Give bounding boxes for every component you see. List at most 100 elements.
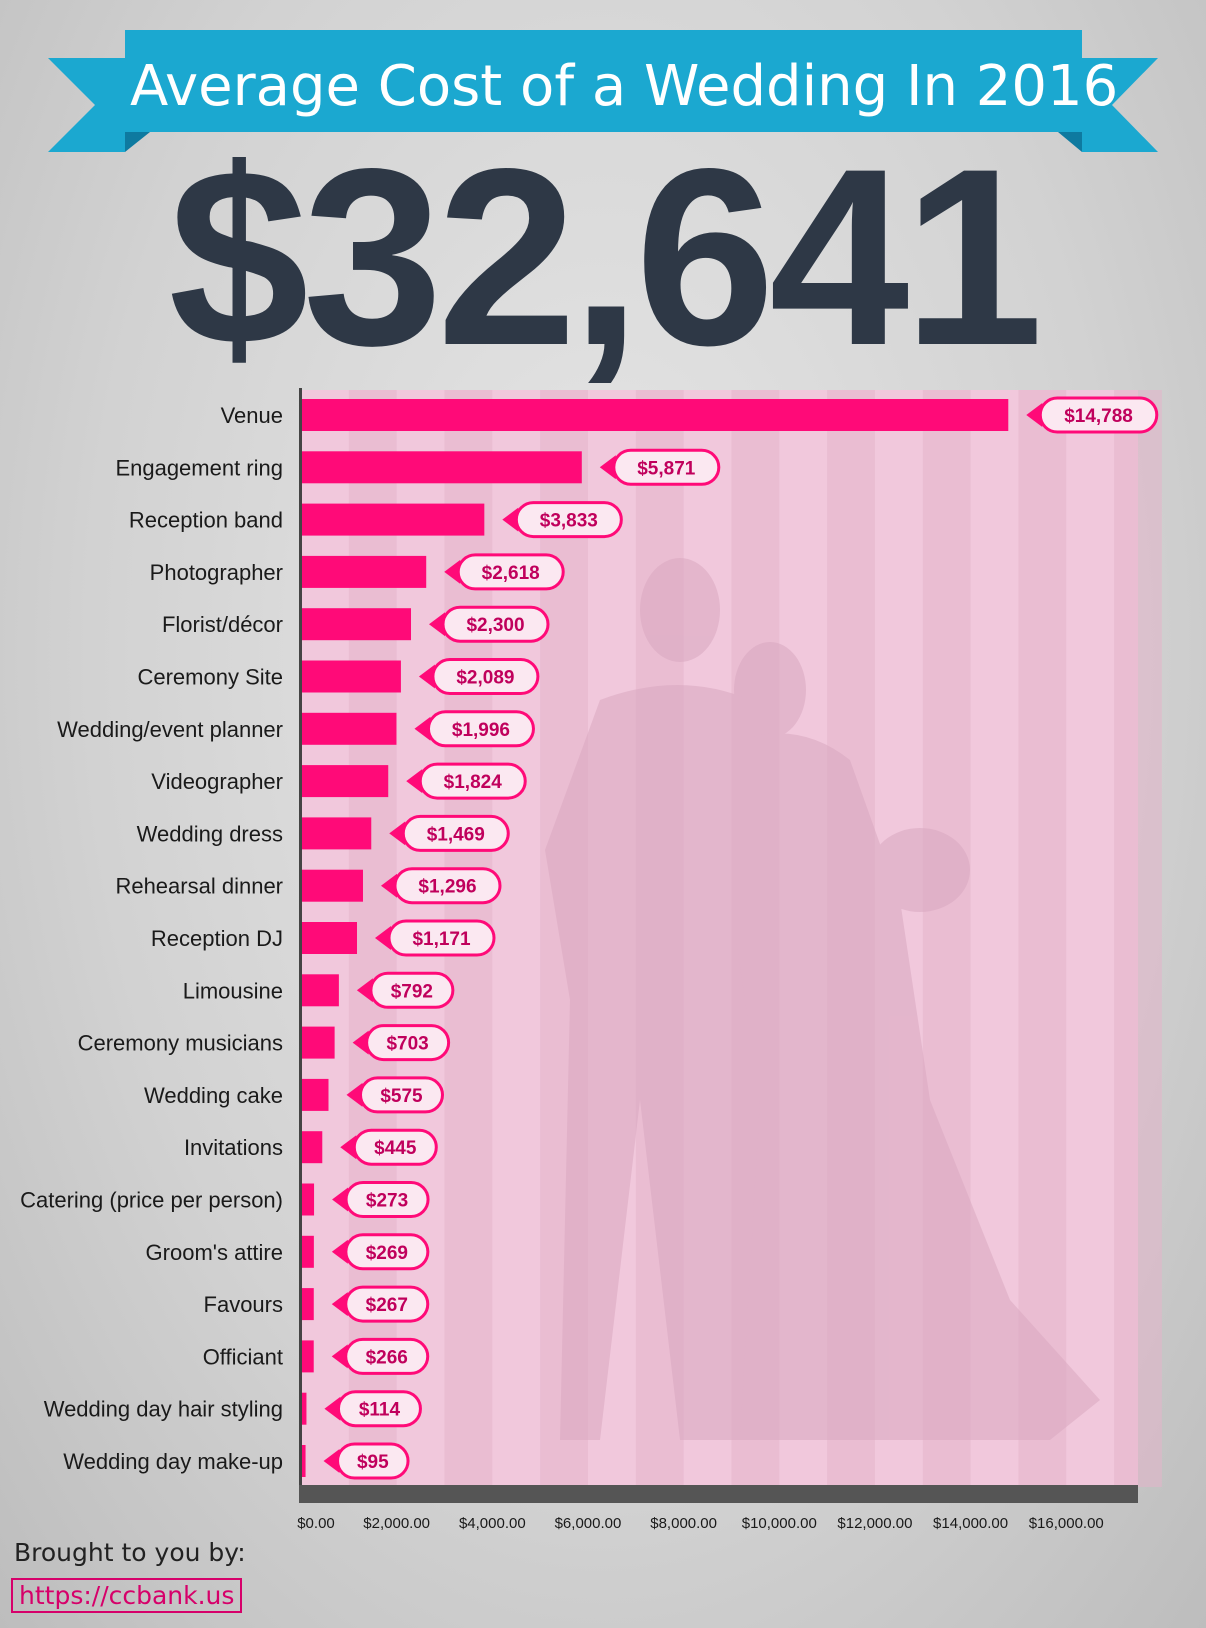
x-tick-label: $12,000.00: [837, 1515, 912, 1532]
callout-box: [352, 1128, 438, 1166]
callout-pointer: [414, 716, 431, 741]
axes: [299, 388, 1138, 1503]
bar: [301, 555, 427, 588]
bar: [301, 712, 397, 745]
couple-silhouette: [545, 558, 1100, 1440]
page-title: Average Cost of a Wedding In 2016: [130, 54, 1119, 119]
category-label: Limousine: [183, 978, 283, 1003]
category-label: Wedding day hair styling: [44, 1397, 283, 1422]
value-callout: $1,296: [380, 867, 502, 905]
callout-pointer: [346, 1082, 363, 1107]
bar: [301, 660, 401, 693]
title-banner: [48, 30, 1158, 152]
bar: [301, 608, 412, 641]
category-label: Ceremony Site: [137, 665, 283, 690]
bar: [301, 1235, 314, 1268]
callout-box: [336, 1390, 422, 1428]
value-label: $2,089: [456, 668, 514, 689]
value-callout: $3,833: [502, 501, 623, 539]
bar: [301, 503, 485, 536]
category-label: Wedding day make-up: [63, 1449, 283, 1474]
credit-link[interactable]: https://ccbank.us: [11, 1578, 243, 1613]
value-callout: $2,618: [444, 553, 565, 591]
value-label: $273: [366, 1191, 408, 1212]
value-label: $14,788: [1064, 406, 1133, 427]
value-label: $1,824: [444, 772, 503, 793]
callout-pointer: [331, 1239, 348, 1264]
value-label: $1,296: [418, 877, 476, 898]
category-label: Videographer: [151, 769, 283, 794]
x-tick-label: $4,000.00: [459, 1515, 526, 1532]
value-label: $792: [391, 981, 433, 1002]
value-callout: $1,171: [375, 919, 496, 957]
category-label: Venue: [221, 403, 283, 428]
value-label: $703: [386, 1034, 428, 1055]
x-tick-label: $14,000.00: [933, 1515, 1008, 1532]
category-label: Reception band: [129, 508, 283, 533]
callout-box: [431, 658, 540, 695]
callout-pointer: [324, 1396, 341, 1421]
bar: [301, 1131, 323, 1164]
callout-box: [441, 605, 550, 643]
value-callout: $703: [352, 1024, 451, 1062]
callout-box: [418, 762, 527, 800]
category-label: Photographer: [150, 560, 283, 585]
x-tick-label: $10,000.00: [742, 1515, 817, 1532]
bar: [301, 1078, 329, 1111]
category-label: Officiant: [203, 1344, 283, 1369]
callout-pointer: [389, 821, 406, 846]
value-label: $267: [366, 1295, 408, 1316]
credit-label: Brought to you by:: [14, 1538, 246, 1567]
bar: [301, 1183, 315, 1216]
x-tick-label: $0.00: [297, 1515, 335, 1532]
value-callout: $5,871: [599, 448, 721, 486]
callout-pointer: [444, 559, 461, 584]
callout-pointer: [406, 769, 423, 794]
callout-pointer: [380, 873, 397, 898]
callout-pointer: [340, 1135, 357, 1160]
callout-pointer: [502, 507, 519, 532]
value-callout: $95: [323, 1442, 410, 1480]
bar: [301, 765, 389, 798]
callout-pointer: [418, 664, 435, 689]
callout-box: [359, 1076, 445, 1114]
value-callout: $792: [356, 971, 455, 1009]
x-tick-label: $6,000.00: [555, 1515, 622, 1532]
bar: [301, 974, 339, 1007]
bar: [301, 869, 363, 902]
category-label: Groom's attire: [146, 1240, 283, 1265]
callout-pointer: [352, 1030, 369, 1055]
x-axis-base: [299, 1485, 1138, 1503]
value-callout: $267: [331, 1285, 430, 1323]
bar: [301, 1445, 306, 1477]
callout-box: [612, 448, 721, 486]
value-callout: $575: [346, 1076, 445, 1114]
bar: [301, 922, 358, 954]
category-label: Florist/décor: [162, 612, 283, 637]
value-callout: $269: [331, 1233, 430, 1271]
value-callout: $14,788: [1026, 396, 1159, 434]
callout-box: [344, 1233, 430, 1271]
value-label: $445: [374, 1138, 417, 1159]
callout-pointer: [332, 1187, 349, 1212]
category-label: Wedding/event planner: [57, 717, 283, 742]
callout-box: [514, 501, 623, 539]
value-label: $2,300: [466, 615, 524, 636]
value-callout: $1,469: [389, 814, 510, 852]
bar: [301, 817, 372, 850]
value-callout: $1,824: [406, 762, 527, 800]
value-callout: $114: [324, 1390, 422, 1428]
category-label: Rehearsal dinner: [115, 874, 283, 899]
callout-pointer: [1026, 403, 1043, 427]
callout-box: [393, 867, 502, 905]
callout-box: [426, 710, 535, 748]
value-label: $266: [366, 1347, 408, 1368]
bar: [301, 1288, 314, 1321]
bar: [301, 451, 582, 484]
callout-pointer: [323, 1449, 340, 1473]
x-tick-label: $8,000.00: [650, 1515, 717, 1532]
value-callout: $445: [340, 1128, 438, 1166]
x-tick-label: $16,000.00: [1029, 1515, 1104, 1532]
callout-pointer: [331, 1292, 348, 1317]
total-cost: $32,641: [168, 117, 1044, 398]
